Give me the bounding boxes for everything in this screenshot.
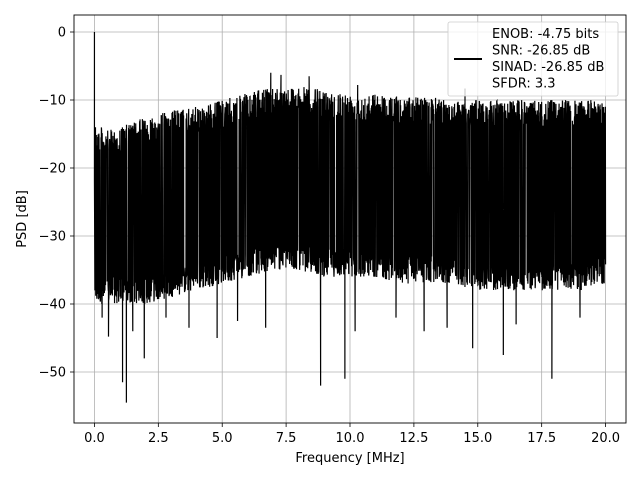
x-tick-label: 0.0	[84, 431, 105, 446]
legend-entry-snr: SNR: -26.85 dB	[492, 44, 590, 59]
legend: ENOB: -4.75 bits SNR: -26.85 dB SINAD: -…	[447, 21, 619, 97]
x-tick-label: 20.0	[591, 431, 620, 446]
legend-box	[447, 21, 619, 97]
legend-entry-sfdr: SFDR: 3.3	[492, 77, 556, 92]
y-tick-label: −40	[39, 298, 66, 313]
x-tick-label: 2.5	[148, 431, 169, 446]
y-tick-label: −30	[39, 230, 66, 245]
x-tick-label: 5.0	[212, 431, 233, 446]
y-tick-label: −20	[39, 162, 66, 177]
y-tick-label: −50	[39, 366, 66, 381]
y-axis-ticks: 0 −10 −20 −30 −40 −50	[39, 26, 74, 381]
x-tick-label: 17.5	[527, 431, 556, 446]
x-axis-ticks: 0.0 2.5 5.0 7.5 10.0 12.5 15.0 17.5 20.0	[84, 423, 620, 446]
x-tick-label: 15.0	[463, 431, 492, 446]
x-axis-label: Frequency [MHz]	[295, 451, 404, 466]
y-tick-label: −10	[39, 94, 66, 109]
x-tick-label: 10.0	[336, 431, 365, 446]
plot-area	[93, 32, 607, 403]
x-tick-label: 7.5	[276, 431, 297, 446]
legend-entry-sinad: SINAD: -26.85 dB	[492, 60, 604, 75]
y-tick-label: 0	[58, 26, 66, 41]
y-axis-label: PSD [dB]	[15, 190, 30, 248]
psd-trace	[93, 32, 607, 403]
x-tick-label: 12.5	[399, 431, 428, 446]
legend-entry-enob: ENOB: -4.75 bits	[492, 27, 599, 42]
